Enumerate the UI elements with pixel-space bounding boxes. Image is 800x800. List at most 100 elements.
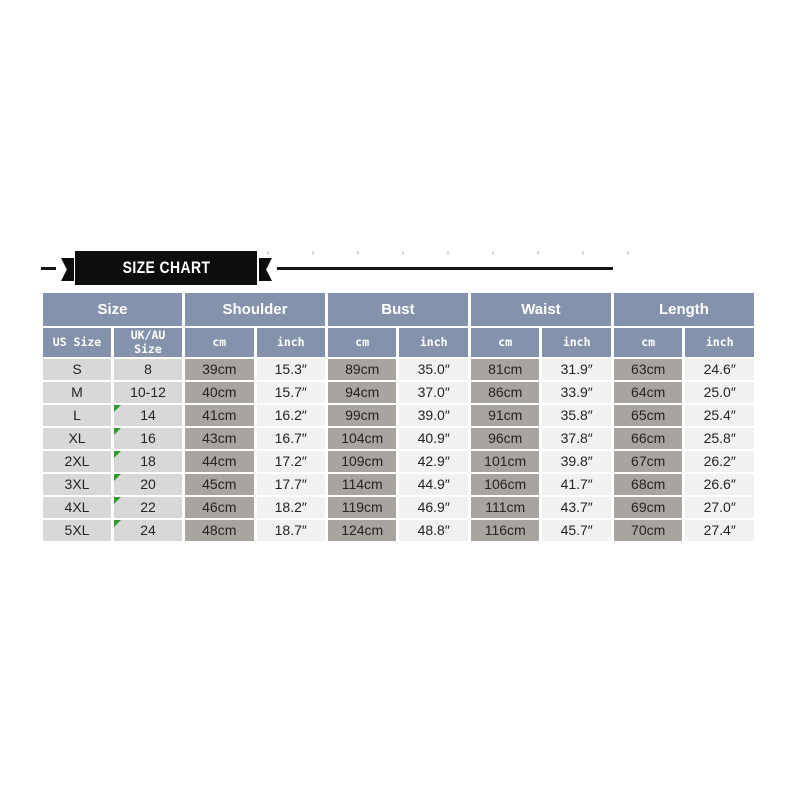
excel-flag-icon bbox=[114, 474, 121, 481]
ribbon-right-tail bbox=[259, 258, 272, 281]
measurement-cell-inch: 43.7″ bbox=[542, 497, 611, 518]
column-group-header: Length bbox=[613, 293, 754, 326]
measurement-cell-cm: 48cm bbox=[185, 520, 254, 541]
column-sub-row: US Size UK/AU Size cm inch cm inch cm inch cm inc… bbox=[43, 328, 754, 357]
ukau-size-cell: 10-12 bbox=[114, 382, 183, 403]
measurement-cell-cm: 109cm bbox=[327, 451, 397, 472]
column-subheader: cm bbox=[613, 328, 683, 357]
us-size-cell: 5XL bbox=[43, 520, 111, 541]
measurement-cell-cm: 66cm bbox=[613, 428, 683, 449]
us-size-cell: 3XL bbox=[43, 474, 111, 495]
measurement-cell-inch: 46.9″ bbox=[399, 497, 468, 518]
measurement-cell-inch: 33.9″ bbox=[542, 382, 611, 403]
measurement-cell-inch: 44.9″ bbox=[399, 474, 468, 495]
measurement-cell-cm: 111cm bbox=[470, 497, 540, 518]
measurement-cell-cm: 91cm bbox=[470, 405, 540, 426]
measurement-cell-cm: 94cm bbox=[327, 382, 397, 403]
column-subheader: cm bbox=[327, 328, 397, 357]
tick-mark bbox=[537, 251, 539, 255]
measurement-cell-inch: 17.2″ bbox=[256, 451, 325, 472]
excel-flag-icon bbox=[114, 405, 121, 412]
measurement-cell-inch: 18.7″ bbox=[256, 520, 325, 541]
measurement-cell-inch: 27.4″ bbox=[685, 520, 754, 541]
banner-title: SIZE CHART bbox=[122, 258, 210, 277]
us-size-cell: 4XL bbox=[43, 497, 111, 518]
tick-mark bbox=[627, 251, 629, 255]
measurement-cell-inch: 27.0″ bbox=[685, 497, 754, 518]
measurement-cell-inch: 25.8″ bbox=[685, 428, 754, 449]
measurement-cell-cm: 65cm bbox=[613, 405, 683, 426]
measurement-cell-cm: 99cm bbox=[327, 405, 397, 426]
measurement-cell-inch: 39.8″ bbox=[542, 451, 611, 472]
measurement-cell-inch: 18.2″ bbox=[256, 497, 325, 518]
column-subheader: inch bbox=[399, 328, 468, 357]
measurement-cell-cm: 114cm bbox=[327, 474, 397, 495]
table-row: M 10-12 40cm 15.7″ 94cm 37.0″ 86cm 33.9″ 64cm 25.… bbox=[43, 382, 754, 403]
measurement-cell-cm: 39cm bbox=[185, 359, 254, 380]
measurement-cell-inch: 45.7″ bbox=[542, 520, 611, 541]
measurement-cell-inch: 42.9″ bbox=[399, 451, 468, 472]
table-row: 3XL 20 45cm 17.7″ 114cm 44.9″ 106cm 41.7″ 68cm 26… bbox=[43, 474, 754, 495]
measurement-cell-cm: 106cm bbox=[470, 474, 540, 495]
measurement-cell-cm: 69cm bbox=[613, 497, 683, 518]
ribbon-left-tail bbox=[61, 258, 74, 281]
ukau-size-cell: 22 bbox=[114, 497, 183, 518]
tick-mark bbox=[267, 251, 269, 255]
measurement-cell-inch: 15.3″ bbox=[256, 359, 325, 380]
measurement-cell-inch: 25.0″ bbox=[685, 382, 754, 403]
measurement-cell-cm: 124cm bbox=[327, 520, 397, 541]
measurement-cell-cm: 81cm bbox=[470, 359, 540, 380]
measurement-cell-cm: 40cm bbox=[185, 382, 254, 403]
column-subheader: inch bbox=[256, 328, 325, 357]
measurement-cell-inch: 37.0″ bbox=[399, 382, 468, 403]
us-size-cell: M bbox=[43, 382, 111, 403]
measurement-cell-cm: 44cm bbox=[185, 451, 254, 472]
column-subheader: inch bbox=[542, 328, 611, 357]
measurement-cell-cm: 89cm bbox=[327, 359, 397, 380]
tick-mark bbox=[357, 251, 359, 255]
column-subheader: inch bbox=[685, 328, 754, 357]
tick-mark bbox=[312, 251, 314, 255]
excel-flag-icon bbox=[114, 497, 121, 504]
size-table-body: S 8 39cm 15.3″ 89cm 35.0″ 81cm 31.9″ 63cm 24.6″ M 1… bbox=[43, 359, 754, 541]
measurement-cell-inch: 48.8″ bbox=[399, 520, 468, 541]
table-row: L 14 41cm 16.2″ 99cm 39.0″ 91cm 35.8″ 65cm 25.4″ bbox=[43, 405, 754, 426]
measurement-cell-inch: 17.7″ bbox=[256, 474, 325, 495]
measurement-cell-cm: 70cm bbox=[613, 520, 683, 541]
measurement-cell-cm: 46cm bbox=[185, 497, 254, 518]
tick-mark bbox=[402, 251, 404, 255]
column-group-header: Size bbox=[43, 293, 183, 326]
table-row: 5XL 24 48cm 18.7″ 124cm 48.8″ 116cm 45.7″ 70cm 27… bbox=[43, 520, 754, 541]
measurement-cell-cm: 96cm bbox=[470, 428, 540, 449]
measurement-cell-inch: 41.7″ bbox=[542, 474, 611, 495]
column-subheader: UK/AU Size bbox=[114, 328, 183, 357]
us-size-cell: L bbox=[43, 405, 111, 426]
measurement-cell-inch: 26.6″ bbox=[685, 474, 754, 495]
table-row: 4XL 22 46cm 18.2″ 119cm 46.9″ 111cm 43.7″ 69cm 27… bbox=[43, 497, 754, 518]
measurement-cell-cm: 86cm bbox=[470, 382, 540, 403]
excel-flag-icon bbox=[114, 428, 121, 435]
measurement-cell-cm: 41cm bbox=[185, 405, 254, 426]
measurement-cell-cm: 119cm bbox=[327, 497, 397, 518]
table-row: XL 16 43cm 16.7″ 104cm 40.9″ 96cm 37.8″ 66cm 25.8… bbox=[43, 428, 754, 449]
column-group-row: Size Shoulder Bust Waist Length bbox=[43, 293, 754, 326]
column-group-header: Shoulder bbox=[185, 293, 325, 326]
ukau-size-cell: 14 bbox=[114, 405, 183, 426]
us-size-cell: 2XL bbox=[43, 451, 111, 472]
tick-mark bbox=[582, 251, 584, 255]
measurement-cell-cm: 45cm bbox=[185, 474, 254, 495]
measurement-cell-inch: 25.4″ bbox=[685, 405, 754, 426]
measurement-cell-inch: 39.0″ bbox=[399, 405, 468, 426]
measurement-cell-inch: 35.0″ bbox=[399, 359, 468, 380]
column-group-header: Bust bbox=[327, 293, 468, 326]
measurement-cell-cm: 104cm bbox=[327, 428, 397, 449]
us-size-cell: XL bbox=[43, 428, 111, 449]
tick-mark bbox=[447, 251, 449, 255]
measurement-cell-cm: 116cm bbox=[470, 520, 540, 541]
tick-mark bbox=[492, 251, 494, 255]
measurement-cell-inch: 35.8″ bbox=[542, 405, 611, 426]
excel-flag-icon bbox=[114, 520, 121, 527]
column-subheader: cm bbox=[470, 328, 540, 357]
table-row: 2XL 18 44cm 17.2″ 109cm 42.9″ 101cm 39.8″ 67cm 26… bbox=[43, 451, 754, 472]
